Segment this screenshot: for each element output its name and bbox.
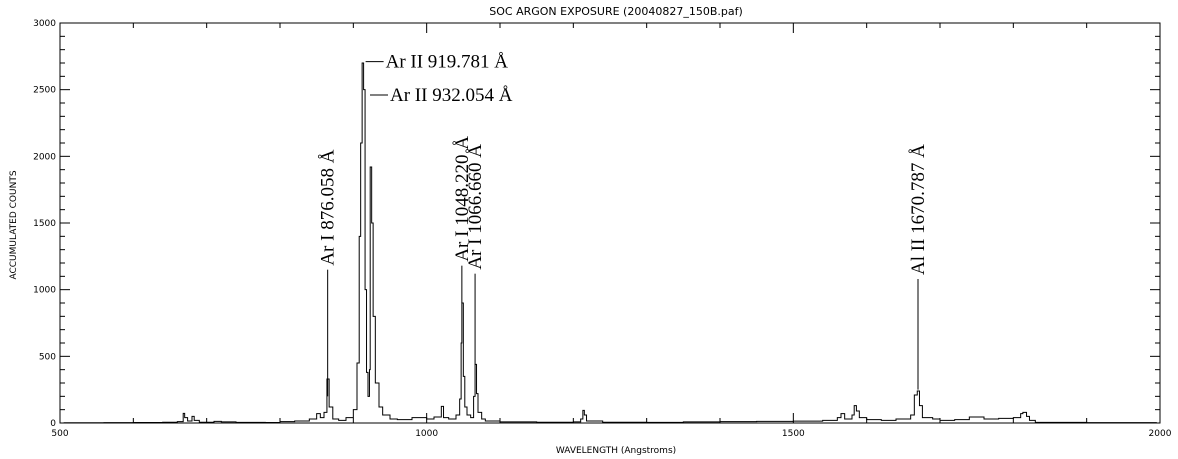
x-tick-label: 1500 (782, 429, 805, 439)
plot-area: 500 1000 1500 2000050010001500200025003000A… (33, 19, 1172, 439)
annotation-label: Ar I 1066.660 Å (465, 144, 486, 270)
y-tick-label: 2000 (33, 152, 56, 162)
x-tick-label: 2000 (1149, 429, 1172, 439)
y-tick-label: 1500 (33, 219, 56, 229)
y-tick-label: 2500 (33, 86, 56, 96)
y-tick-label: 3000 (33, 19, 56, 29)
chart-title: SOC ARGON EXPOSURE (20040827_150B.paf) (489, 5, 743, 18)
spectrum-line (63, 62, 1157, 424)
annotation-label: Ar II 932.054 Å (390, 85, 513, 106)
annotation-label: Ar II 919.781 Å (386, 52, 509, 73)
y-tick-label: 0 (50, 419, 56, 429)
x-axis-label: WAVELENGTH (Angstroms) (556, 446, 676, 456)
plot-frame (59, 22, 1161, 424)
annotation-label: Ar I 876.058 Å (318, 149, 339, 265)
x-tick-label: 500 (51, 429, 68, 439)
y-tick-label: 1000 (33, 286, 56, 296)
x-tick-label: 1000 (415, 429, 438, 439)
annotation-label: Al II 1670.787 Å (908, 144, 929, 275)
annotation-label: Ar I 1048.220 Å (452, 136, 473, 262)
y-axis-label: ACCUMULATED COUNTS (9, 170, 19, 279)
y-tick-label: 500 (39, 352, 56, 362)
